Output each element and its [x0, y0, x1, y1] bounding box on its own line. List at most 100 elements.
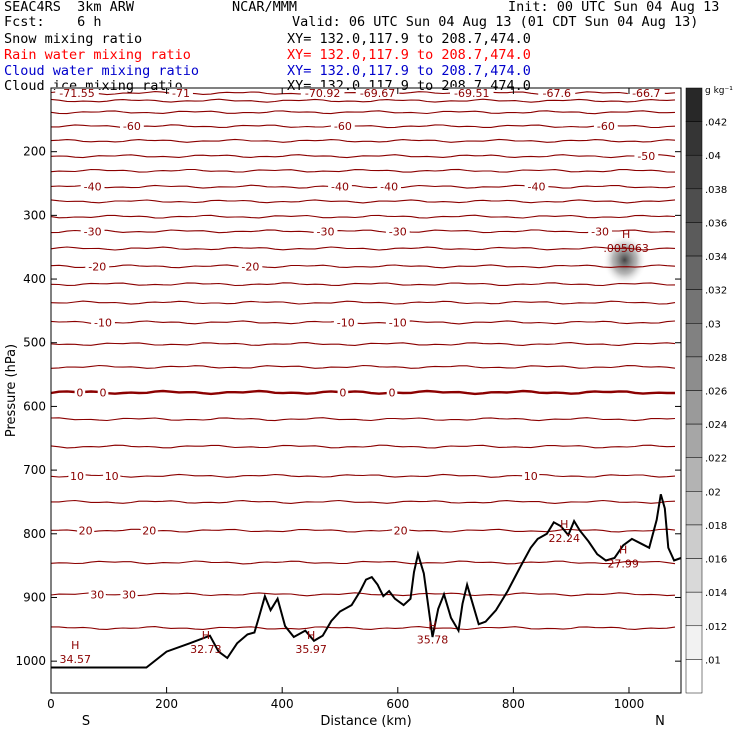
contour-label: -60	[597, 120, 615, 133]
field-xy-rain: XY= 132.0,117.9 to 208.7,474.0	[287, 47, 531, 63]
contour-label-bg	[377, 180, 402, 193]
x-tick-label: 600	[386, 697, 409, 711]
extremum-value: 27.99	[607, 557, 639, 570]
contour-label: 10	[105, 470, 119, 483]
field-xy-cloud-water: XY= 132.0,117.9 to 208.7,474.0	[287, 63, 531, 79]
contour-label: 20	[142, 525, 156, 538]
contour-label-bg	[68, 469, 86, 482]
contour-line	[50, 110, 676, 115]
contour-label-bg	[330, 120, 355, 133]
contour-label: -30	[389, 225, 407, 238]
colorbar-label: .01	[705, 655, 721, 666]
contour-label: -10	[337, 316, 355, 329]
contour-label-bg	[120, 588, 138, 601]
colorbar-label: .022	[705, 454, 727, 465]
x-tick-label: 1000	[614, 697, 645, 711]
y-axis-label: Pressure (hPa)	[4, 344, 19, 437]
extremum-value: 22.24	[548, 532, 580, 545]
extremum-mark: H	[560, 518, 568, 531]
extremum-mark: H	[202, 629, 210, 642]
contour-line	[51, 124, 676, 129]
contour-label: -60	[123, 120, 141, 133]
contour-line	[50, 282, 676, 287]
extremum-value: 35.78	[417, 634, 449, 647]
contour-line	[50, 444, 676, 449]
contour-label: -10	[94, 316, 112, 329]
contour-label-bg	[337, 386, 349, 399]
contour-line	[50, 138, 676, 143]
contour-label-bg	[300, 87, 345, 100]
contour-label: -60	[334, 120, 352, 133]
x-axis-label: Distance (km)	[320, 714, 411, 729]
extremum-value: 35.97	[295, 643, 327, 656]
extremum-mark: H	[428, 620, 436, 633]
terrain-profile	[51, 494, 682, 669]
contour-label: 20	[79, 525, 93, 538]
contour-label-bg	[80, 180, 105, 193]
contour-label: 30	[90, 588, 104, 601]
contour-label: 0	[339, 386, 346, 399]
contour-label-bg	[588, 225, 612, 238]
contour-label-bg	[385, 225, 410, 238]
contour-label: -30	[591, 225, 609, 238]
plot-frame	[50, 87, 682, 694]
colorbar-label: .034	[705, 252, 727, 263]
contour-label-bg	[238, 260, 263, 273]
contour-label: 10	[524, 470, 538, 483]
init-time: Init: 00 UTC Sun 04 Aug 13	[508, 0, 720, 15]
colorbar-label: .026	[705, 387, 727, 398]
contour-line	[50, 389, 675, 396]
colorbar-label: .04	[705, 151, 721, 162]
field-label-snow: Snow mixing ratio	[4, 31, 143, 47]
x-end-label-south: S	[82, 714, 90, 729]
colorbar-label: .036	[705, 218, 727, 229]
colorbar-cell	[685, 390, 703, 425]
colorbar-cell	[685, 491, 703, 526]
contour-line	[50, 342, 676, 346]
colorbar-cell	[685, 323, 703, 358]
extremum-mark: H	[307, 629, 315, 642]
colorbar-cell	[685, 423, 703, 458]
contour-line	[50, 154, 676, 159]
contour-line	[50, 560, 676, 565]
colorbar-cell	[685, 289, 703, 324]
contour-label-bg	[524, 180, 549, 193]
contour-label: 10	[70, 470, 84, 483]
contour-label-bg	[328, 180, 352, 193]
contour-line	[51, 626, 676, 631]
contour-label-bg	[85, 260, 110, 273]
contour-line	[50, 199, 676, 204]
contour-label-bg	[538, 87, 576, 100]
field-label-rain: Rain water mixing ratio	[4, 47, 191, 63]
contour-line	[50, 184, 676, 189]
contour-label-bg	[80, 225, 105, 238]
contour-line	[50, 592, 676, 597]
colorbar-label: .024	[705, 420, 727, 431]
x-end-label-north: N	[655, 714, 665, 729]
contour-label-bg	[449, 87, 494, 100]
contour-label-bg	[385, 316, 410, 329]
y-tick-label: 800	[23, 527, 46, 541]
contour-label-bg	[74, 386, 86, 399]
contour-label: -30	[317, 225, 335, 238]
contour-label-bg	[77, 524, 95, 537]
contour-label: -71	[172, 87, 190, 100]
colorbar-cell	[685, 188, 703, 223]
colorbar-cell	[685, 255, 703, 290]
contour-label-bg	[522, 469, 540, 482]
contour-label: 0	[76, 386, 83, 399]
extremum-value: 32.73	[190, 643, 222, 656]
contour-label: -67.6	[542, 87, 570, 100]
contour-line	[50, 168, 676, 173]
y-tick-label: 400	[23, 272, 46, 286]
contour-label-bg	[88, 588, 106, 601]
contour-line	[50, 300, 676, 305]
contour-label-bg	[120, 120, 144, 133]
y-tick-label: 300	[23, 208, 46, 222]
contour-line	[50, 473, 676, 478]
contour-label: 0	[100, 386, 107, 399]
contour-label: -40	[528, 181, 546, 194]
contour-label: -66.7	[632, 87, 660, 100]
contour-line	[50, 320, 676, 325]
